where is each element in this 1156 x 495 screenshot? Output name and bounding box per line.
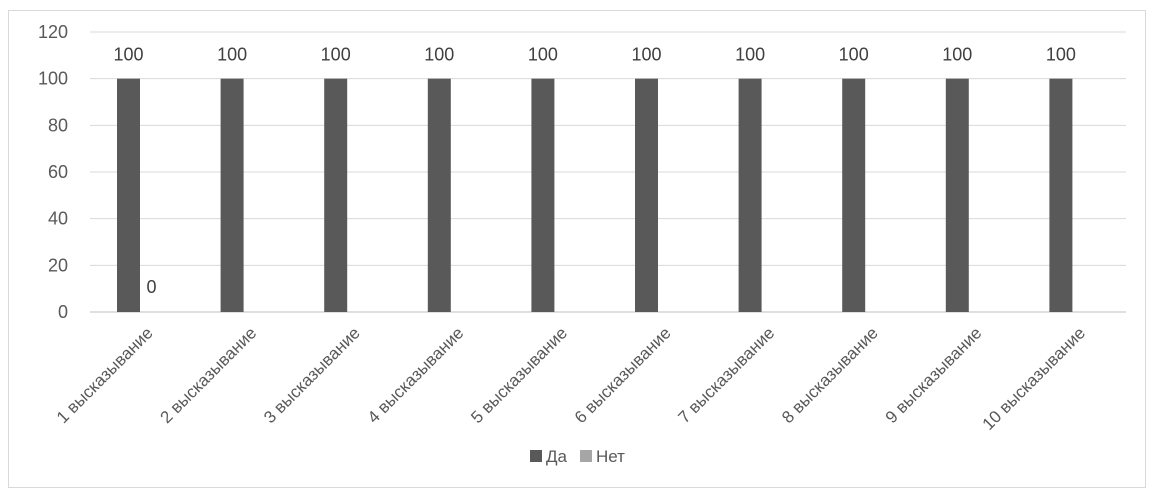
x-category-label: 9 высказывание [882,323,986,427]
data-label: 100 [528,45,558,65]
data-labels: 100 0 100 100 100 100 100 100 100 100 100 [113,45,1075,297]
y-tick-label: 100 [38,69,68,89]
data-label: 100 [321,45,351,65]
x-category-label: 4 высказывание [364,323,468,427]
data-label: 100 [217,45,247,65]
data-label: 0 [146,277,156,297]
bar [117,78,140,313]
legend: Да Нет [530,447,625,466]
legend-swatch [580,450,592,462]
x-category-label: 6 высказывание [571,323,675,427]
legend-swatch [530,450,542,462]
bars [117,78,1073,313]
bar [635,78,658,313]
x-category-label: 1 высказывание [53,323,157,427]
data-label: 100 [631,45,661,65]
bar [220,78,244,313]
gridlines [90,31,1126,313]
x-axis: 1 высказывание 2 высказывание 3 высказыван… [53,323,1089,433]
data-label: 100 [1046,45,1076,65]
y-tick-label: 120 [38,22,68,42]
bar [842,78,866,313]
y-tick-label: 80 [48,115,68,135]
legend-label: Нет [596,447,625,466]
data-label: 100 [424,45,454,65]
data-label: 100 [942,45,972,65]
x-category-label: 3 высказывание [260,323,364,427]
data-label: 100 [735,45,765,65]
x-category-label: 10 высказывание [979,323,1089,433]
bar [531,78,555,313]
data-label: 100 [839,45,869,65]
y-tick-label: 40 [48,209,68,229]
bar [427,78,451,313]
y-tick-label: 20 [48,255,68,275]
legend-label: Да [546,447,568,466]
bar [1049,78,1073,313]
x-category-label: 5 высказывание [467,323,571,427]
bar [324,78,348,313]
bar [945,78,969,313]
bar [738,78,762,313]
y-axis: 0 20 40 60 80 100 120 [38,22,68,322]
y-tick-label: 60 [48,162,68,182]
x-category-label: 2 высказывание [157,323,261,427]
x-category-label: 7 высказывание [675,323,779,427]
y-tick-label: 0 [58,302,68,322]
x-category-label: 8 высказывание [778,323,882,427]
data-label: 100 [113,45,143,65]
